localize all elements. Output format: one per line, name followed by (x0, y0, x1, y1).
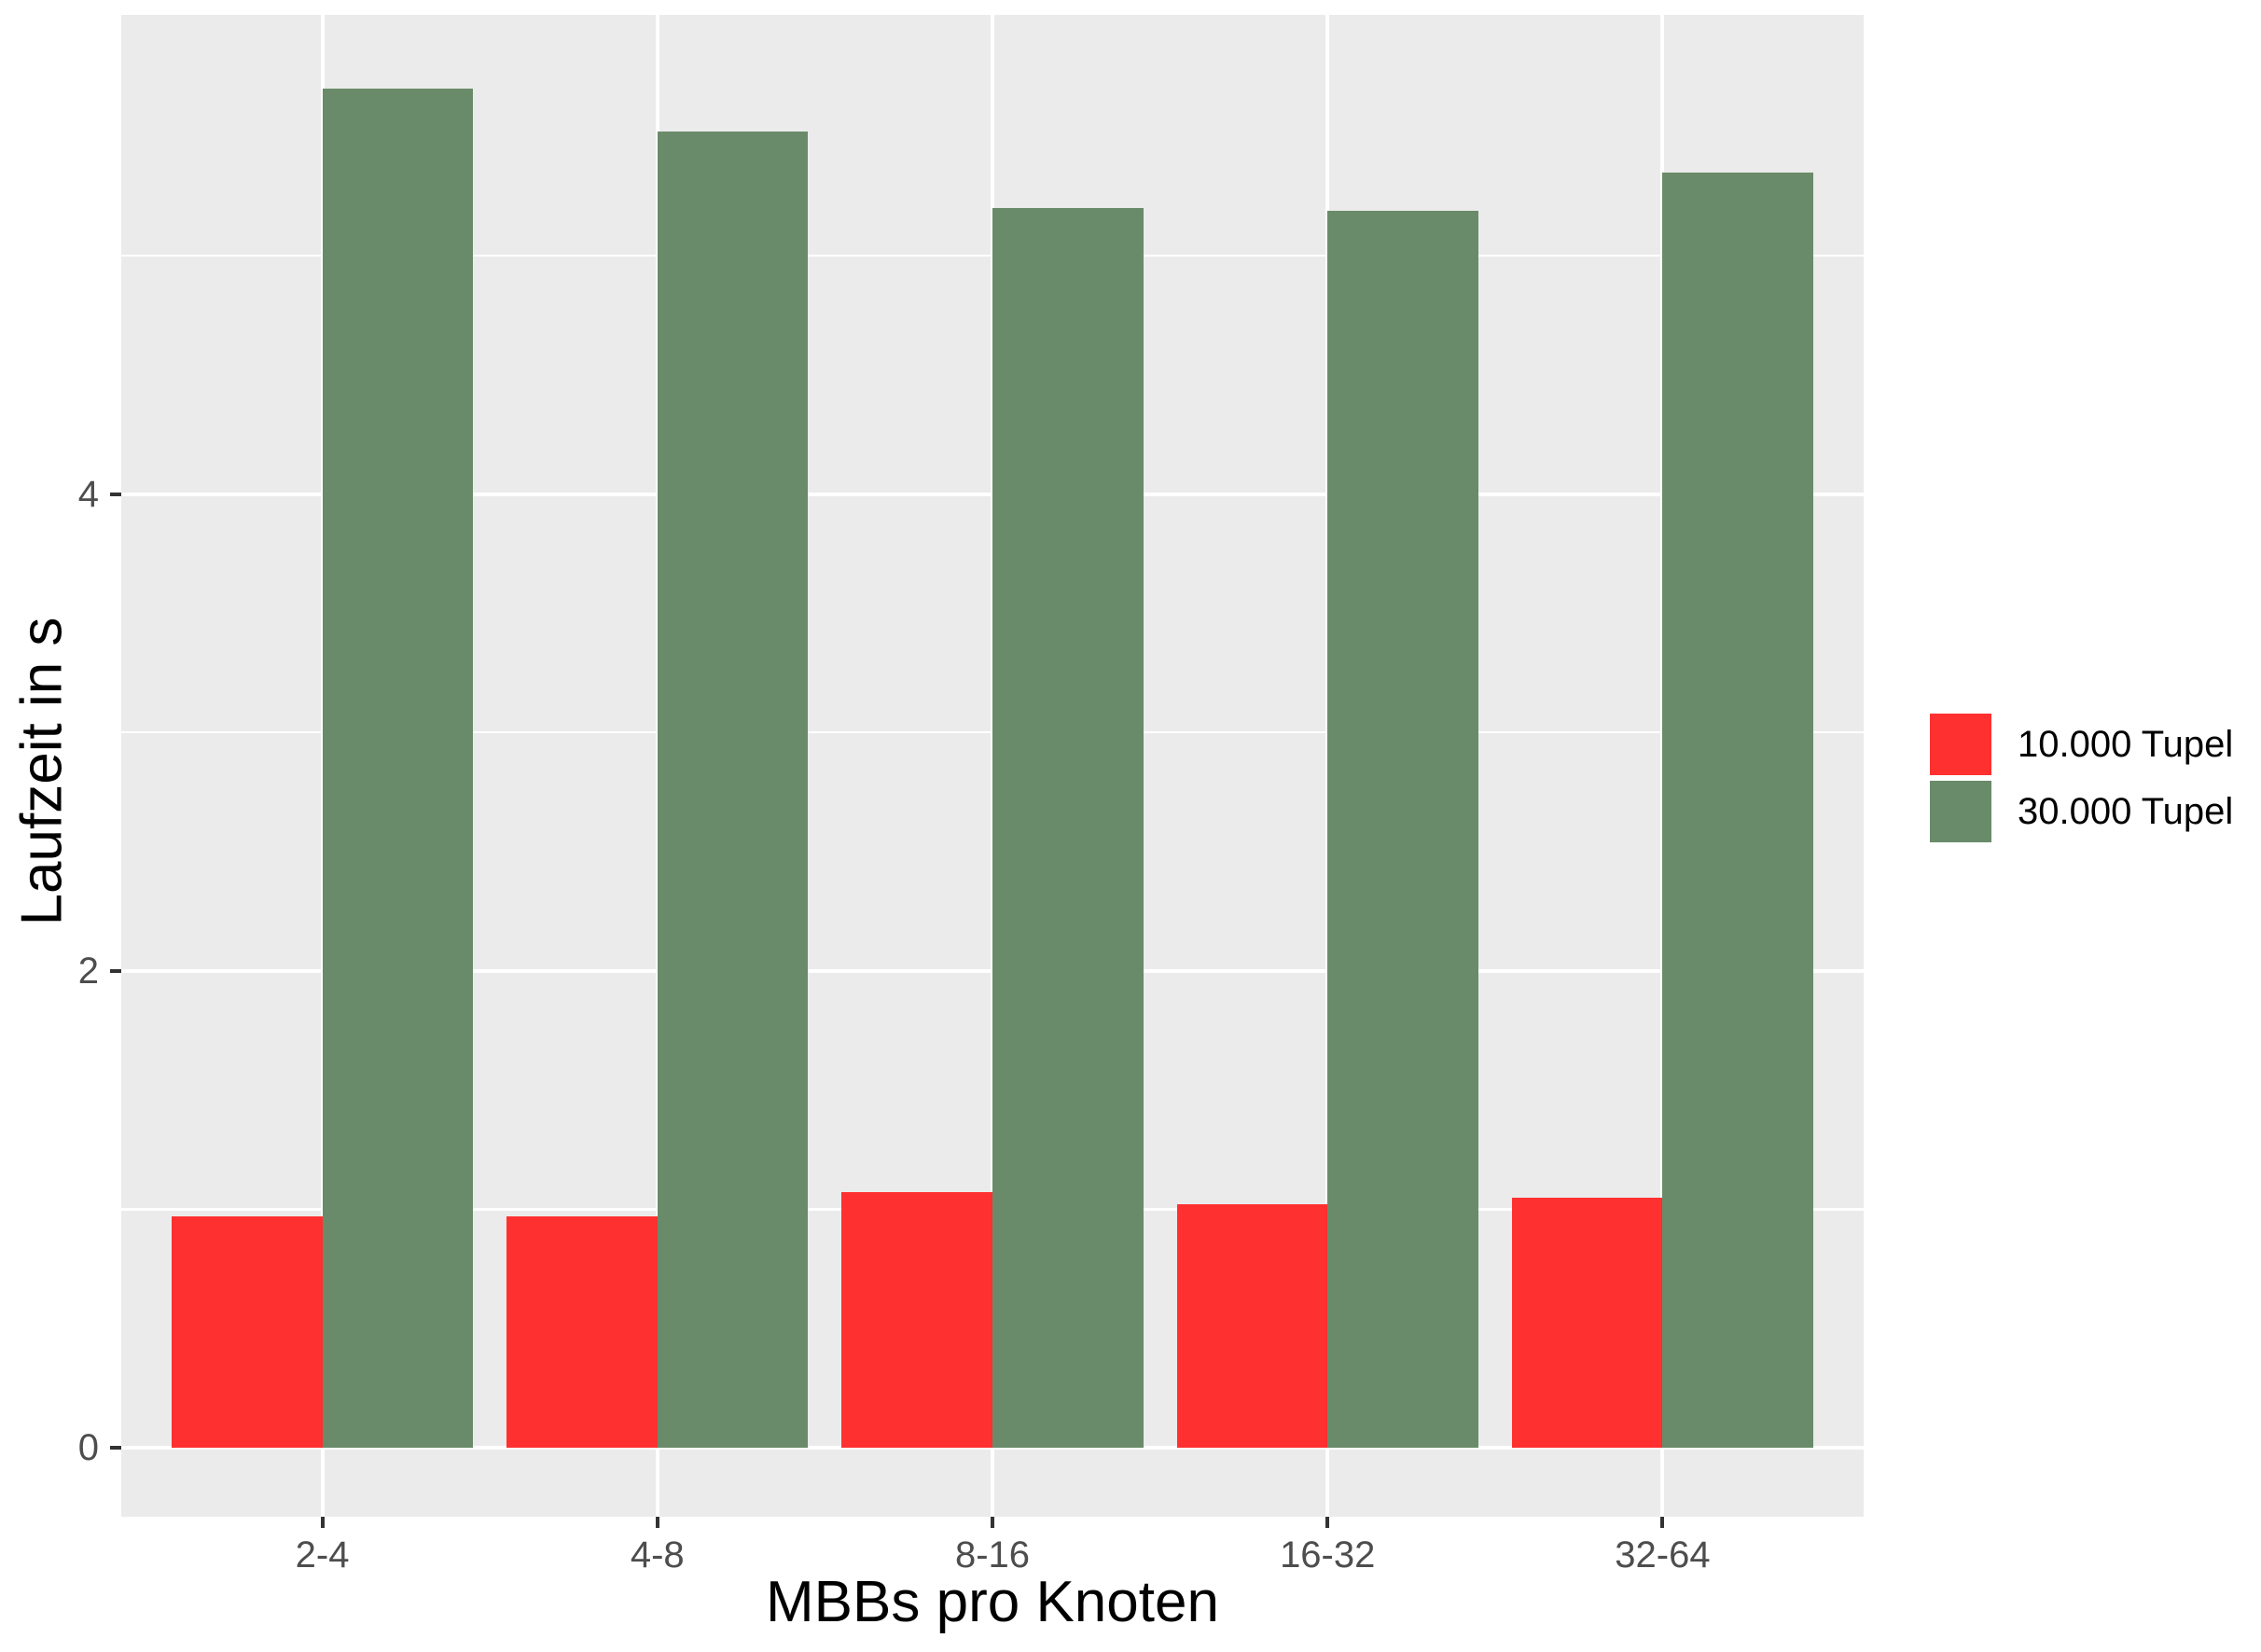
bar-10-000-tupel-4-8 (506, 1216, 658, 1448)
y-tick-4 (110, 492, 121, 496)
legend-item: 30.000 Tupel (1930, 781, 2233, 842)
bar-10-000-tupel-32-64 (1511, 1197, 1663, 1448)
x-tick-4-8 (655, 1517, 659, 1528)
bar-10-000-tupel-16-32 (1176, 1204, 1328, 1448)
y-tick-label-4: 4 (77, 473, 99, 515)
legend-swatch-10000-tupel (1930, 714, 1991, 775)
y-tick-0 (110, 1445, 121, 1450)
bar-30-000-tupel-8-16 (992, 208, 1144, 1448)
bar-30-000-tupel-2-4 (322, 89, 474, 1448)
x-tick-label-2-4: 2-4 (295, 1534, 350, 1576)
y-axis-title: Laufzeit in s (9, 617, 75, 926)
bar-30-000-tupel-16-32 (1327, 210, 1478, 1448)
x-tick-label-4-8: 4-8 (630, 1534, 685, 1576)
legend-swatch-30000-tupel (1930, 781, 1991, 842)
legend-label: 10.000 Tupel (2018, 723, 2234, 765)
bar-10-000-tupel-8-16 (841, 1192, 992, 1448)
bar-10-000-tupel-2-4 (171, 1216, 323, 1448)
bar-30-000-tupel-32-64 (1662, 172, 1814, 1448)
y-tick-2 (110, 968, 121, 973)
legend-item: 10.000 Tupel (1930, 714, 2233, 775)
x-tick-label-16-32: 16-32 (1280, 1534, 1376, 1576)
x-tick-label-8-16: 8-16 (954, 1534, 1031, 1576)
x-tick-8-16 (991, 1517, 994, 1528)
legend-label: 30.000 Tupel (2018, 790, 2234, 832)
y-tick-label-0: 0 (77, 1426, 99, 1468)
x-tick-2-4 (320, 1517, 325, 1528)
bar-30-000-tupel-4-8 (657, 132, 809, 1448)
x-axis-title: MBBs pro Knoten (766, 1570, 1219, 1634)
x-tick-label-32-64: 32-64 (1615, 1534, 1711, 1576)
plot-panel (121, 15, 1864, 1517)
x-tick-16-32 (1325, 1517, 1330, 1528)
legend: 10.000 Tupel 30.000 Tupel (1930, 714, 2233, 848)
y-tick-label-2: 2 (77, 950, 99, 992)
x-tick-32-64 (1660, 1517, 1665, 1528)
